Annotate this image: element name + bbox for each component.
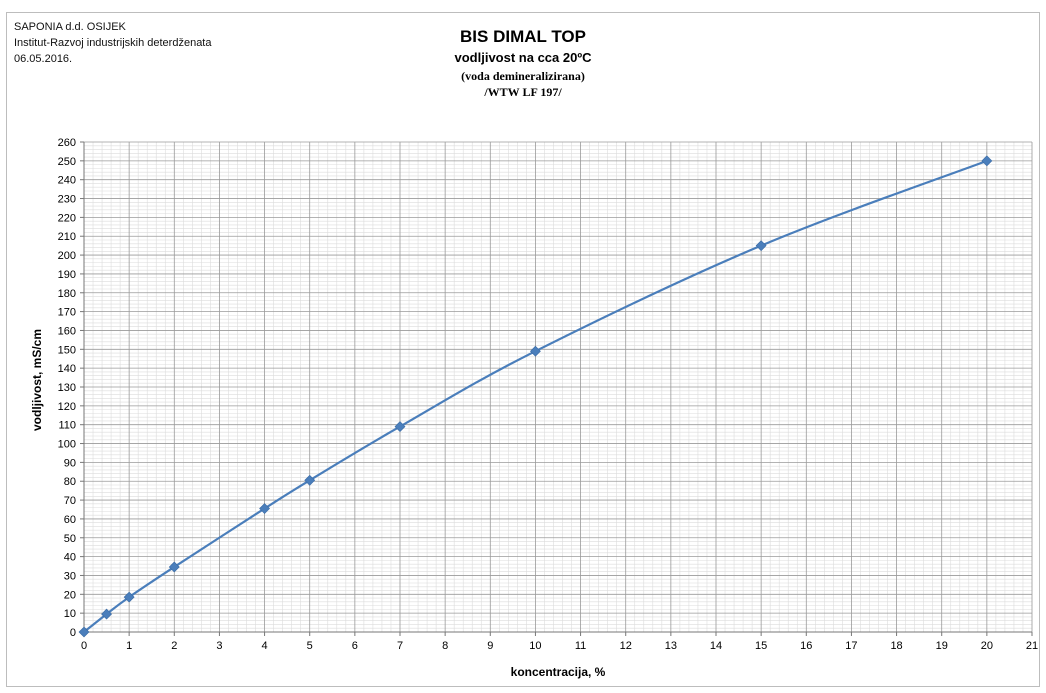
y-tick-label: 180 [58, 288, 76, 300]
y-tick-label: 230 [58, 194, 76, 206]
y-tick-labels: 0 10 20 30 40 50 60 70 80 90 100 110 120 130 140 150 160… [58, 137, 76, 639]
y-tick-label: 130 [58, 382, 76, 394]
x-tick-label: 8 [442, 640, 448, 652]
company-name: SAPONIA d.d. OSIJEK [14, 21, 126, 33]
chart-subtitle-instrument: /WTW LF 197/ [484, 85, 562, 99]
data-point-marker [259, 503, 270, 514]
y-tick-label: 240 [58, 175, 76, 187]
chart-frame [6, 12, 1040, 687]
x-tick-label: 3 [216, 640, 222, 652]
x-tick-label: 17 [845, 640, 857, 652]
chart-title: BIS DIMAL TOP [460, 27, 586, 46]
x-tick-label: 15 [755, 640, 767, 652]
y-tick-label: 160 [58, 325, 76, 337]
x-tick-label: 2 [171, 640, 177, 652]
y-tick-label: 190 [58, 269, 76, 281]
x-tick-label: 9 [487, 640, 493, 652]
x-tick-label: 16 [800, 640, 812, 652]
y-tick-label: 20 [64, 589, 76, 601]
x-tick-label: 14 [710, 640, 722, 652]
x-tick-labels: 0 1 2 3 4 5 6 7 8 9 10 11 12 13 14 15 16 17 18 19 20 21 [81, 640, 1038, 652]
x-tick-label: 21 [1026, 640, 1038, 652]
y-tick-label: 260 [58, 137, 76, 149]
y-tick-label: 210 [58, 231, 76, 243]
chart-subtitle: vodljivost na cca 20ºC [454, 50, 592, 65]
y-tick-label: 70 [64, 495, 76, 507]
x-tick-label: 4 [262, 640, 268, 652]
y-tick-label: 80 [64, 476, 76, 488]
y-tick-label: 150 [58, 344, 76, 356]
data-point-marker [78, 626, 90, 638]
institute-name: Institut-Razvoj industrijskih deterdžena… [14, 37, 212, 49]
x-tick-label: 13 [665, 640, 677, 652]
y-tick-label: 170 [58, 307, 76, 319]
axes [80, 141, 1033, 636]
y-tick-label: 140 [58, 363, 76, 375]
x-tick-label: 12 [620, 640, 632, 652]
major-grid [83, 141, 1033, 633]
y-tick-label: 40 [64, 552, 76, 564]
y-tick-label: 110 [58, 420, 76, 432]
y-tick-label: 10 [64, 608, 76, 620]
data-point-marker [304, 474, 316, 486]
y-tick-label: 30 [64, 570, 76, 582]
chart-subtitle-water: (voda demineralizirana) [461, 69, 585, 83]
y-tick-label: 60 [64, 514, 76, 526]
y-tick-label: 220 [58, 212, 76, 224]
data-point-marker [981, 155, 993, 167]
x-tick-label: 18 [890, 640, 902, 652]
x-tick-label: 6 [352, 640, 358, 652]
report-date: 06.05.2016. [14, 53, 73, 65]
x-tick-label: 5 [307, 640, 313, 652]
data-point-marker [123, 591, 135, 603]
series-layer [78, 155, 993, 638]
data-point-marker [755, 240, 767, 252]
y-tick-label: 200 [58, 250, 76, 262]
y-tick-label: 90 [64, 457, 76, 469]
y-tick-label: 50 [64, 533, 76, 545]
x-tick-label: 19 [936, 640, 948, 652]
data-point-marker [101, 608, 112, 620]
x-axis-label: koncentracija, % [511, 665, 606, 679]
y-axis-label: vodljivost, mS/cm [30, 329, 44, 431]
y-tick-label: 100 [58, 439, 76, 451]
x-tick-label: 10 [529, 640, 541, 652]
x-tick-label: 1 [126, 640, 132, 652]
x-tick-label: 7 [397, 640, 403, 652]
y-tick-label: 0 [70, 627, 76, 639]
data-point-marker [530, 345, 541, 357]
y-tick-label: 120 [58, 401, 76, 413]
data-point-marker [168, 561, 180, 573]
minor-grid [84, 142, 1032, 632]
data-point-marker [394, 421, 406, 433]
y-tick-label: 250 [58, 156, 76, 168]
x-tick-label: 0 [81, 640, 87, 652]
x-tick-label: 20 [981, 640, 993, 652]
x-tick-label: 11 [575, 640, 586, 652]
